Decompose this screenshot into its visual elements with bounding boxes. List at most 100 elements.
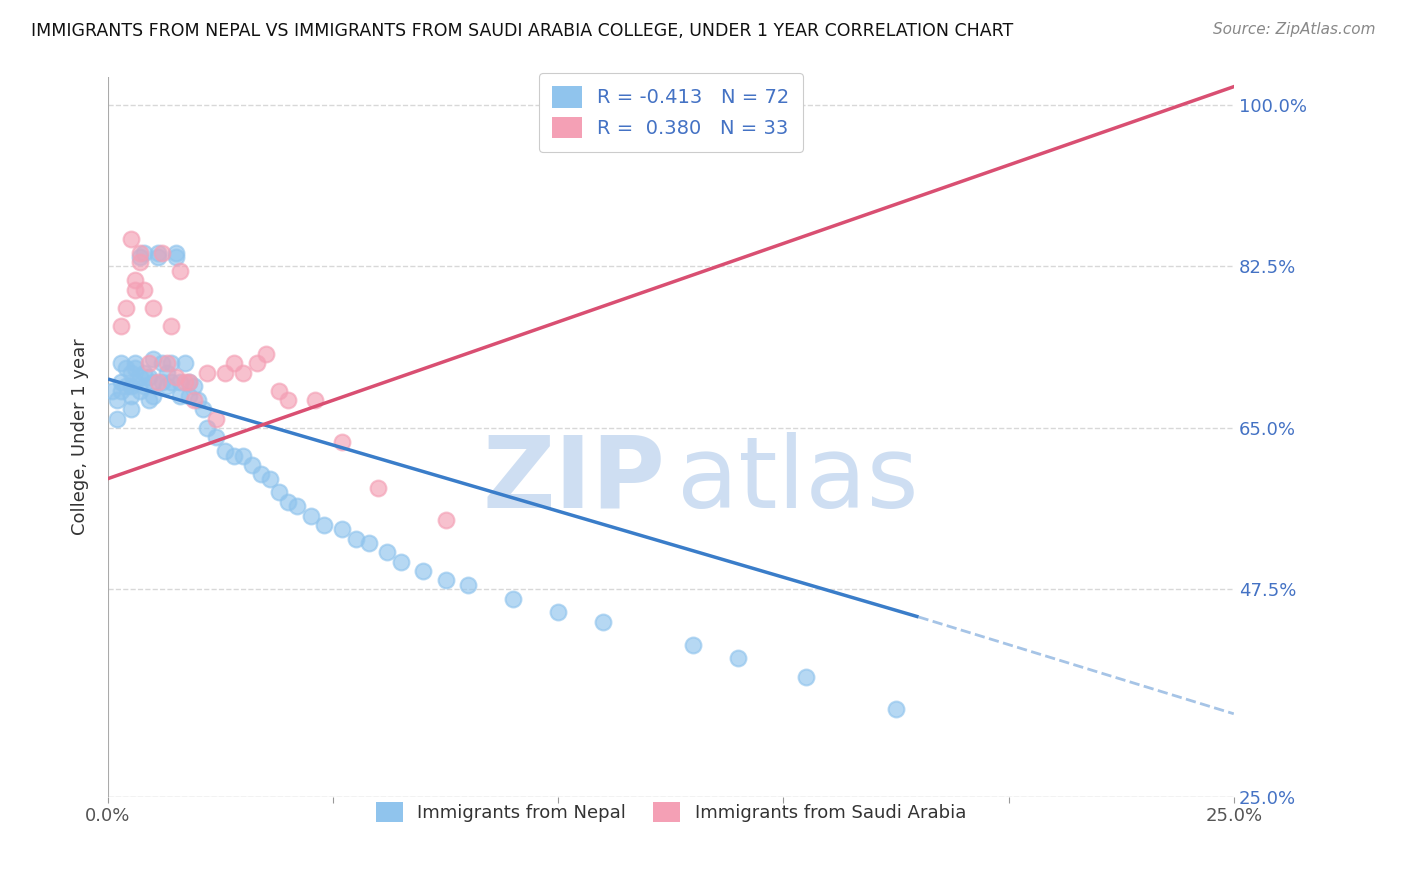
Point xyxy=(124,375,146,389)
Point xyxy=(794,670,817,684)
Point xyxy=(165,245,187,260)
Point xyxy=(682,638,704,652)
Point xyxy=(115,379,138,393)
Point xyxy=(547,605,569,619)
Point xyxy=(502,591,524,606)
Y-axis label: College, Under 1 year: College, Under 1 year xyxy=(72,339,89,535)
Point xyxy=(120,232,142,246)
Point xyxy=(375,545,398,559)
Point xyxy=(132,245,155,260)
Point xyxy=(142,351,165,366)
Point xyxy=(214,444,236,458)
Point xyxy=(132,379,155,393)
Point xyxy=(277,494,299,508)
Point xyxy=(120,389,142,403)
Point xyxy=(110,375,132,389)
Point xyxy=(132,366,155,380)
Text: ZIP: ZIP xyxy=(482,432,665,529)
Point xyxy=(434,513,457,527)
Point xyxy=(160,375,183,389)
Point xyxy=(169,264,191,278)
Point xyxy=(330,522,353,536)
Point xyxy=(250,467,273,481)
Point xyxy=(177,375,200,389)
Point xyxy=(177,375,200,389)
Point xyxy=(299,508,322,523)
Point xyxy=(115,360,138,375)
Text: atlas: atlas xyxy=(676,432,918,529)
Point xyxy=(359,536,381,550)
Point xyxy=(254,347,277,361)
Point xyxy=(205,411,228,425)
Point xyxy=(205,430,228,444)
Point xyxy=(105,393,128,408)
Point xyxy=(101,384,124,398)
Point xyxy=(222,356,245,370)
Point xyxy=(110,319,132,334)
Point xyxy=(195,421,218,435)
Point xyxy=(142,301,165,315)
Point xyxy=(120,379,142,393)
Point xyxy=(138,370,160,384)
Point xyxy=(457,577,479,591)
Point xyxy=(269,384,291,398)
Point xyxy=(128,255,150,269)
Point xyxy=(124,356,146,370)
Point xyxy=(389,555,412,569)
Point xyxy=(110,384,132,398)
Point xyxy=(150,375,173,389)
Point xyxy=(177,389,200,403)
Point xyxy=(146,250,169,264)
Point xyxy=(124,360,146,375)
Point xyxy=(128,370,150,384)
Point xyxy=(169,375,191,389)
Point xyxy=(434,573,457,587)
Point xyxy=(187,393,209,408)
Point xyxy=(155,356,177,370)
Point xyxy=(269,485,291,500)
Point xyxy=(105,411,128,425)
Point xyxy=(160,319,183,334)
Point xyxy=(214,366,236,380)
Text: Source: ZipAtlas.com: Source: ZipAtlas.com xyxy=(1212,22,1375,37)
Point xyxy=(155,366,177,380)
Text: IMMIGRANTS FROM NEPAL VS IMMIGRANTS FROM SAUDI ARABIA COLLEGE, UNDER 1 YEAR CORR: IMMIGRANTS FROM NEPAL VS IMMIGRANTS FROM… xyxy=(31,22,1014,40)
Point xyxy=(285,500,308,514)
Point xyxy=(165,250,187,264)
Point xyxy=(169,389,191,403)
Point xyxy=(173,356,195,370)
Point xyxy=(120,402,142,417)
Point xyxy=(344,532,367,546)
Point xyxy=(195,366,218,380)
Point xyxy=(191,402,214,417)
Point xyxy=(165,370,187,384)
Point xyxy=(727,651,749,665)
Point xyxy=(304,393,326,408)
Point xyxy=(259,472,281,486)
Point xyxy=(142,389,165,403)
Point xyxy=(142,375,165,389)
Point xyxy=(128,384,150,398)
Point xyxy=(330,434,353,449)
Point xyxy=(412,564,434,578)
Legend: Immigrants from Nepal, Immigrants from Saudi Arabia: Immigrants from Nepal, Immigrants from S… xyxy=(363,789,979,835)
Point xyxy=(884,702,907,716)
Point xyxy=(120,366,142,380)
Point xyxy=(110,356,132,370)
Point xyxy=(132,283,155,297)
Point xyxy=(240,458,263,472)
Point xyxy=(245,356,267,370)
Point xyxy=(232,366,254,380)
Point xyxy=(124,283,146,297)
Point xyxy=(146,375,169,389)
Point xyxy=(146,245,169,260)
Point xyxy=(314,517,336,532)
Point xyxy=(115,301,138,315)
Point xyxy=(155,379,177,393)
Point xyxy=(124,273,146,287)
Point xyxy=(222,449,245,463)
Point xyxy=(138,393,160,408)
Point xyxy=(128,250,150,264)
Point xyxy=(160,356,183,370)
Point xyxy=(128,245,150,260)
